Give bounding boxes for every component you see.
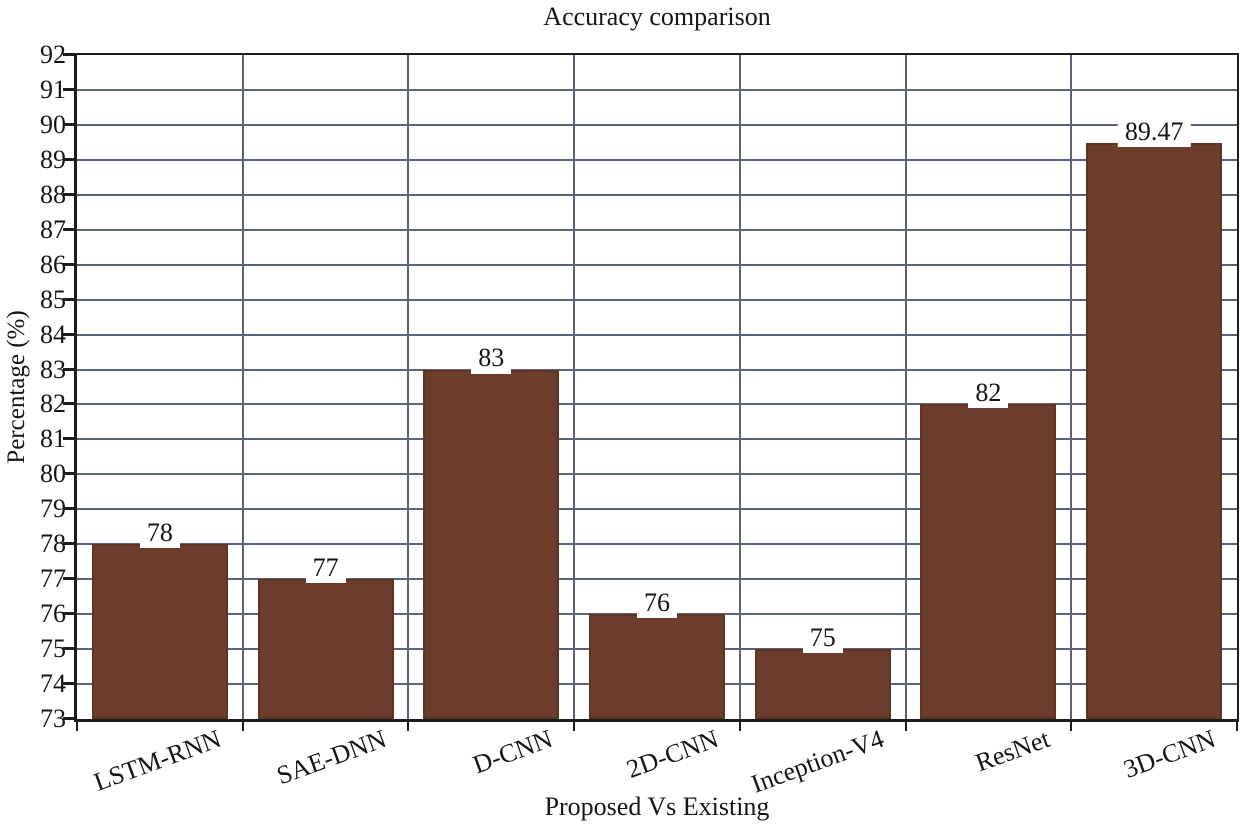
plot-area: 78 77 83 76 75 82 89.47	[74, 53, 1239, 722]
gridline-h	[77, 403, 1237, 406]
y-tick-mark	[63, 53, 74, 56]
y-tick-mark	[63, 227, 74, 231]
y-tick-mark	[63, 402, 74, 406]
y-tick-mark	[63, 682, 74, 686]
x-tick-mark	[1236, 722, 1238, 731]
y-tick-label: 91	[40, 74, 66, 104]
gridline-v	[241, 55, 244, 719]
y-tick-label: 92	[40, 40, 66, 69]
gridline-h	[77, 88, 1237, 91]
y-tick-label: 81	[40, 424, 66, 454]
x-tick-mark	[241, 722, 244, 731]
bar-value-label: 75	[802, 624, 843, 654]
y-tick-label: 85	[40, 284, 66, 314]
x-category-label: 3D-CNN	[1119, 724, 1220, 784]
gridline-h	[77, 508, 1237, 511]
y-tick-mark	[63, 542, 74, 546]
bar	[423, 369, 560, 719]
bar-value-label: 83	[471, 344, 512, 374]
y-tick-label: 78	[40, 529, 66, 559]
x-tick-mark	[407, 722, 410, 731]
y-tick-label: 90	[40, 109, 66, 139]
bar	[754, 649, 891, 719]
y-tick-mark	[63, 612, 74, 616]
y-tick-label: 89	[40, 144, 66, 174]
bar-value-label: 77	[305, 554, 346, 584]
x-category-label: ResNet	[971, 724, 1054, 778]
x-category-label: SAE-DNN	[273, 724, 391, 791]
y-tick-mark	[63, 157, 74, 161]
y-tick-mark	[63, 472, 74, 476]
y-tick-mark	[63, 717, 74, 720]
x-category-label: LSTM-RNN	[89, 724, 225, 797]
y-tick-mark	[63, 192, 74, 196]
gridline-h	[77, 158, 1237, 161]
x-tick-mark	[904, 722, 907, 731]
y-tick-label: 83	[40, 354, 66, 384]
gridline-h	[77, 298, 1237, 301]
x-tick-mark	[76, 722, 78, 731]
gridline-h	[77, 438, 1237, 441]
y-tick-mark	[63, 87, 74, 91]
y-tick-label: 75	[40, 634, 66, 664]
y-tick-mark	[63, 122, 74, 126]
gridline-h	[77, 228, 1237, 231]
y-tick-label: 84	[40, 319, 66, 349]
gridline-v	[1070, 55, 1073, 719]
x-category-label: Inception-V4	[747, 724, 888, 799]
y-tick-mark	[63, 647, 74, 651]
y-tick-label: 76	[40, 599, 66, 629]
y-tick-mark	[63, 507, 74, 511]
x-tick-mark	[738, 722, 741, 731]
y-tick-mark	[63, 262, 74, 266]
bar	[920, 404, 1057, 719]
bar	[1086, 143, 1223, 719]
gridline-h	[77, 578, 1237, 581]
bar-value-label: 89.47	[1117, 118, 1191, 148]
gridline-v	[904, 55, 907, 719]
y-tick-mark	[63, 297, 74, 301]
y-tick-label: 80	[40, 459, 66, 489]
y-tick-mark	[63, 332, 74, 336]
y-tick-mark	[63, 437, 74, 441]
bar	[91, 544, 228, 719]
gridline-h	[77, 193, 1237, 196]
bar-value-label: 76	[637, 589, 677, 619]
x-category-label: 2D-CNN	[622, 724, 722, 784]
x-axis-title: Proposed Vs Existing	[544, 792, 770, 821]
gridline-v	[738, 55, 741, 719]
y-tick-label: 88	[40, 179, 66, 209]
bar-value-label: 78	[139, 519, 180, 549]
x-tick-mark	[573, 722, 576, 731]
y-tick-label: 86	[40, 249, 66, 279]
gridline-h	[77, 473, 1237, 476]
y-tick-label: 82	[40, 389, 66, 419]
y-tick-label: 74	[40, 669, 66, 699]
gridline-h	[77, 543, 1237, 546]
chart-title: Accuracy comparison	[543, 2, 771, 31]
bar-value-label: 82	[968, 379, 1009, 409]
y-tick-label: 73	[40, 704, 66, 733]
x-category-label: D-CNN	[468, 724, 557, 780]
y-tick-label: 87	[40, 214, 66, 244]
gridline-v	[407, 55, 410, 719]
gridline-h	[77, 333, 1237, 336]
y-tick-mark	[63, 577, 74, 581]
bar	[589, 614, 725, 719]
gridline-h	[77, 263, 1237, 266]
y-tick-label: 77	[40, 564, 66, 594]
gridline-h	[77, 123, 1237, 126]
gridline-v	[573, 55, 576, 719]
bar	[257, 579, 394, 719]
y-tick-label: 79	[40, 494, 66, 524]
y-tick-mark	[63, 367, 74, 371]
gridline-h	[77, 368, 1237, 371]
x-tick-mark	[1070, 722, 1073, 731]
